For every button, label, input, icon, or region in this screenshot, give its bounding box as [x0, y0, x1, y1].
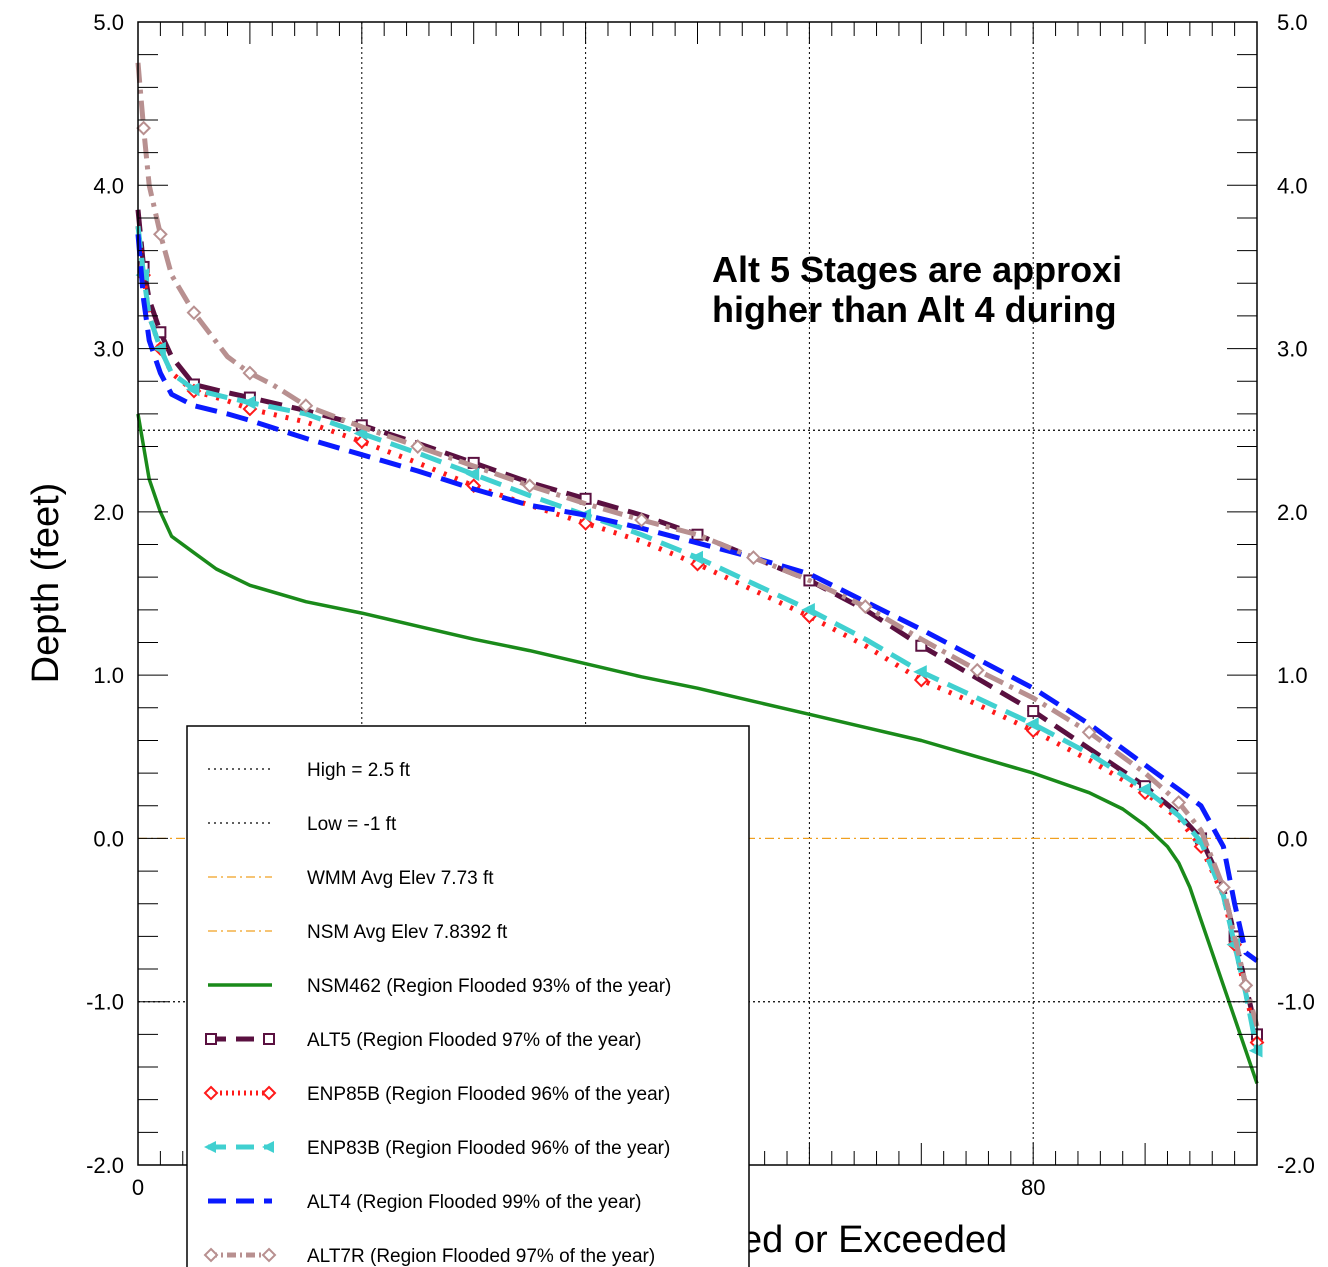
data-point: [136, 120, 152, 136]
data-point: [465, 467, 480, 482]
legend-box: [186, 725, 750, 1267]
data-point: [634, 512, 649, 528]
annotation-line-2: higher than Alt 4 during: [712, 289, 1117, 330]
x-tick-label: 0: [132, 1175, 144, 1200]
legend-label: ALT7R (Region Flooded 97% of the year): [307, 1246, 655, 1267]
tick-labels: 5.0 5.0 4.0 4.0 3.0 3.0 2.0 2.0 1.0 1.0 0.0 0.0 -1.0…: [86, 10, 1315, 1200]
data-point: [1171, 795, 1187, 810]
y-tick-label: 3.0: [93, 337, 124, 362]
legend-label: Low = -1 ft: [307, 814, 397, 835]
y-tick-label-right: -1.0: [1277, 990, 1315, 1015]
legend-marker: [204, 1141, 216, 1153]
x-axis-title: ed or Exceeded: [741, 1219, 1007, 1261]
legend-marker: [203, 1085, 219, 1101]
legend: High = 2.5 ft Low = -1 ft WMM Avg Elev 7.7…: [186, 725, 750, 1267]
data-point: [152, 226, 168, 242]
data-point: [1238, 977, 1254, 993]
series-line: [135, 234, 1259, 963]
data-point: [522, 478, 538, 494]
y-tick-label-right: 1.0: [1277, 663, 1308, 688]
data-point: [410, 439, 426, 454]
y-tick-label-right: 4.0: [1277, 173, 1308, 198]
data-point: [1027, 705, 1040, 718]
y-tick-label: 4.0: [93, 173, 124, 198]
data-point: [186, 305, 202, 321]
y-tick-label: 1.0: [93, 663, 124, 688]
data-point: [746, 550, 761, 565]
data-point: [1025, 717, 1039, 731]
data-point: [1136, 782, 1151, 797]
x-tick-label: 80: [1021, 1175, 1045, 1200]
series-lines: [135, 62, 1265, 1084]
grid-layer: [361, 22, 1034, 1165]
data-point: [913, 665, 927, 679]
data-point: [969, 662, 985, 678]
y-tick-label-right: 3.0: [1277, 337, 1308, 362]
legend-label: ENP83B (Region Flooded 96% of the year): [307, 1138, 670, 1159]
data-point: [1216, 880, 1231, 895]
data-point: [857, 599, 873, 614]
y-axis-title: Depth (feet): [25, 483, 67, 684]
data-point: [185, 382, 200, 397]
legend-label: ALT5 (Region Flooded 97% of the year): [307, 1030, 641, 1051]
legend-label: ENP85B (Region Flooded 96% of the year): [307, 1084, 670, 1105]
data-point: [801, 603, 815, 617]
legend-marker: [261, 1085, 277, 1101]
legend-marker: [262, 1141, 274, 1153]
data-point: [1248, 1043, 1263, 1058]
data-point: [298, 398, 314, 414]
y-tick-label: 0.0: [93, 826, 124, 851]
y-tick-label: -1.0: [86, 990, 124, 1015]
data-point: [242, 365, 258, 381]
data-point: [353, 426, 368, 441]
data-point: [689, 550, 703, 565]
legend-label: WMM Avg Elev 7.73 ft: [307, 868, 494, 889]
legend-marker: [263, 1033, 275, 1045]
y-tick-label: 5.0: [93, 10, 124, 35]
y-tick-label-right: 0.0: [1277, 826, 1308, 851]
y-tick-label: 2.0: [93, 500, 124, 525]
legend-marker: [203, 1247, 219, 1263]
legend-marker: [205, 1033, 217, 1045]
legend-label: NSM462 (Region Flooded 93% of the year): [307, 976, 671, 997]
legend-marker: [261, 1247, 277, 1263]
legend-items: High = 2.5 ft Low = -1 ft WMM Avg Elev 7.7…: [203, 760, 671, 1267]
series-line: [136, 413, 1259, 1084]
series-line: [135, 225, 1260, 1052]
data-point: [1081, 724, 1097, 740]
legend-label: High = 2.5 ft: [307, 760, 411, 781]
y-tick-label-right: 2.0: [1277, 500, 1308, 525]
y-tick-label: -2.0: [86, 1153, 124, 1178]
y-tick-label-right: -2.0: [1277, 1153, 1315, 1178]
legend-label: ALT4 (Region Flooded 99% of the year): [307, 1192, 641, 1213]
y-tick-label-right: 5.0: [1277, 10, 1308, 35]
legend-label: NSM Avg Elev 7.8392 ft: [307, 922, 508, 943]
data-point: [241, 395, 256, 410]
annotation-line-1: Alt 5 Stages are approxi: [712, 249, 1122, 290]
